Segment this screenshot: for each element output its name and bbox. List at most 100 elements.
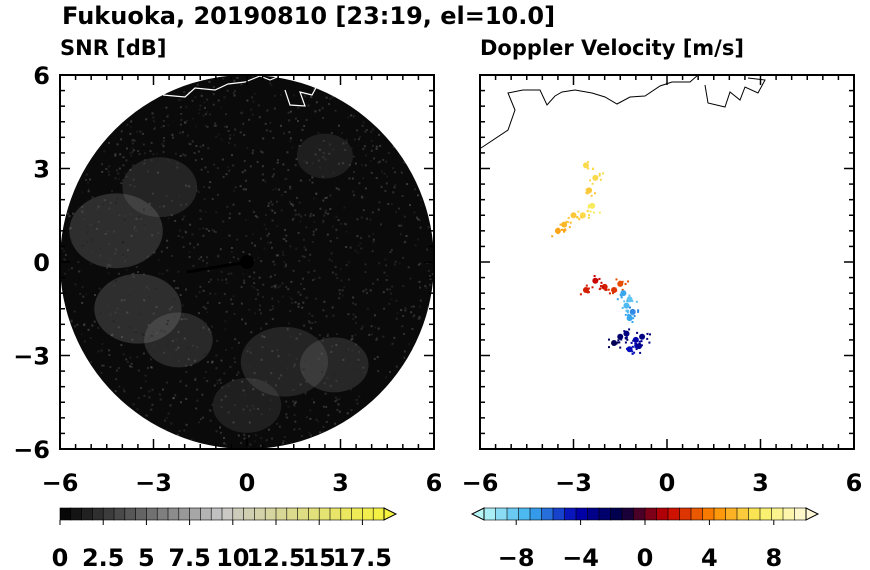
echo-speckle bbox=[215, 136, 218, 138]
velocity-point bbox=[632, 336, 639, 343]
clutter-blob-0 bbox=[69, 193, 163, 269]
echo-speckle bbox=[249, 409, 252, 412]
echo-speckle bbox=[381, 170, 383, 173]
echo-speckle bbox=[250, 331, 253, 334]
echo-speckle bbox=[231, 303, 234, 305]
echo-speckle bbox=[311, 314, 314, 317]
echo-speckle bbox=[177, 346, 180, 349]
echo-speckle bbox=[361, 325, 364, 328]
echo-speckle bbox=[99, 254, 102, 257]
echo-speckle bbox=[305, 226, 308, 229]
echo-speckle bbox=[264, 122, 267, 125]
echo-speckle bbox=[252, 232, 255, 235]
echo-speckle bbox=[220, 138, 223, 141]
echo-speckle bbox=[261, 346, 264, 349]
echo-speckle bbox=[347, 116, 350, 119]
echo-speckle bbox=[252, 210, 255, 213]
echo-speckle bbox=[228, 169, 231, 172]
echo-speckle bbox=[352, 155, 355, 158]
echo-speckle bbox=[209, 331, 212, 334]
echo-speckle bbox=[203, 198, 206, 201]
echo-speckle bbox=[402, 285, 405, 288]
echo-speckle bbox=[213, 230, 216, 233]
echo-speckle bbox=[181, 131, 184, 134]
echo-speckle bbox=[223, 442, 226, 445]
echo-speckle bbox=[425, 286, 428, 289]
echo-speckle bbox=[323, 300, 326, 303]
echo-speckle bbox=[374, 326, 377, 329]
echo-speckle bbox=[124, 260, 127, 263]
velocity-gate bbox=[631, 321, 634, 323]
echo-speckle bbox=[150, 208, 153, 211]
colorbar-extend-max bbox=[805, 507, 820, 521]
echo-speckle bbox=[342, 162, 345, 165]
echo-speckle bbox=[253, 286, 255, 289]
echo-speckle bbox=[143, 299, 146, 302]
echo-speckle bbox=[81, 301, 84, 304]
echo-speckle bbox=[126, 147, 128, 150]
echo-speckle bbox=[108, 257, 111, 260]
echo-speckle bbox=[431, 273, 434, 276]
echo-speckle bbox=[81, 191, 84, 194]
echo-speckle bbox=[81, 210, 84, 213]
echo-speckle bbox=[294, 301, 297, 304]
echo-speckle bbox=[342, 142, 345, 145]
velocity-gate bbox=[621, 293, 624, 296]
echo-speckle bbox=[285, 240, 288, 243]
echo-speckle bbox=[217, 133, 220, 136]
echo-speckle bbox=[413, 211, 416, 214]
echo-speckle bbox=[109, 264, 112, 267]
echo-speckle bbox=[305, 161, 308, 164]
echo-speckle bbox=[336, 408, 339, 411]
velocity-gate bbox=[648, 341, 651, 344]
echo-speckle bbox=[267, 232, 270, 235]
echo-speckle bbox=[126, 311, 129, 314]
echo-speckle bbox=[398, 262, 401, 265]
echo-speckle bbox=[356, 402, 359, 405]
echo-speckle bbox=[229, 137, 231, 140]
echo-speckle bbox=[412, 315, 415, 318]
echo-speckle bbox=[183, 318, 186, 321]
echo-speckle bbox=[312, 233, 315, 236]
echo-speckle bbox=[317, 357, 320, 360]
echo-speckle bbox=[151, 403, 154, 406]
velocity-gate bbox=[589, 179, 591, 182]
velocity-gate bbox=[579, 293, 582, 296]
echo-speckle bbox=[354, 333, 357, 336]
echo-speckle bbox=[294, 213, 297, 216]
echo-speckle bbox=[143, 334, 145, 336]
echo-speckle bbox=[311, 361, 314, 363]
echo-speckle bbox=[172, 136, 174, 139]
echo-speckle bbox=[322, 405, 325, 408]
echo-speckle bbox=[182, 153, 185, 156]
echo-speckle bbox=[220, 359, 223, 362]
echo-speckle bbox=[313, 221, 316, 224]
echo-speckle bbox=[251, 285, 254, 288]
echo-speckle bbox=[217, 99, 220, 102]
echo-speckle bbox=[135, 229, 138, 232]
echo-speckle bbox=[372, 282, 375, 285]
echo-speckle bbox=[267, 428, 270, 431]
echo-speckle bbox=[215, 430, 218, 433]
echo-speckle bbox=[129, 365, 131, 368]
echo-speckle bbox=[307, 104, 310, 107]
echo-speckle bbox=[386, 288, 389, 291]
echo-speckle bbox=[240, 83, 243, 86]
velocity-point bbox=[561, 221, 568, 228]
echo-speckle bbox=[253, 379, 256, 382]
echo-speckle bbox=[234, 361, 237, 364]
echo-speckle bbox=[227, 384, 230, 387]
echo-speckle bbox=[232, 92, 235, 95]
echo-speckle bbox=[295, 400, 298, 403]
echo-speckle bbox=[114, 153, 117, 156]
echo-speckle bbox=[344, 149, 347, 151]
echo-speckle bbox=[240, 286, 243, 289]
echo-speckle bbox=[183, 337, 186, 340]
echo-speckle bbox=[243, 279, 245, 282]
echo-speckle bbox=[332, 95, 334, 98]
echo-speckle bbox=[204, 211, 207, 213]
colorbar-cell bbox=[275, 507, 288, 521]
echo-speckle bbox=[274, 274, 276, 276]
echo-speckle bbox=[129, 125, 132, 128]
echo-speckle bbox=[158, 272, 161, 275]
